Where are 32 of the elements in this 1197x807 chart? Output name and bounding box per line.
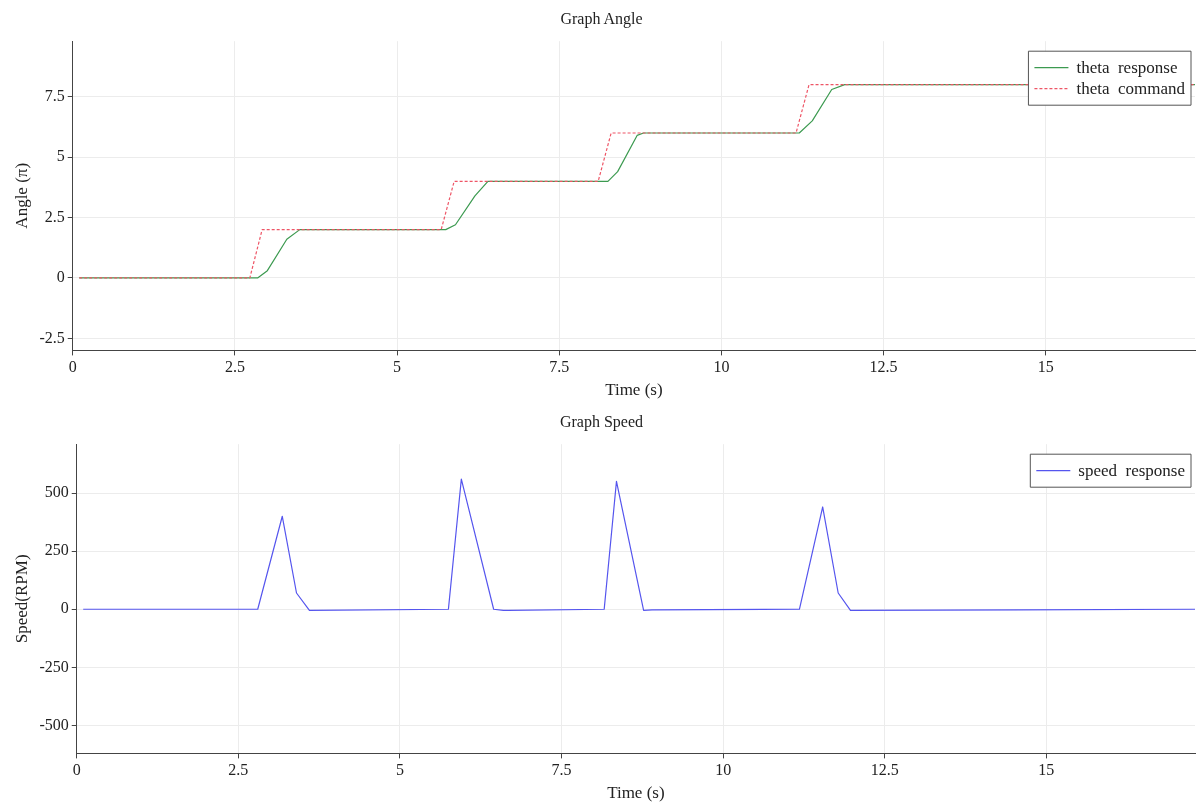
- x-tick-label: 12.5: [869, 358, 898, 376]
- y-tick-label: 500: [44, 483, 69, 501]
- y-tick-label: -2.5: [39, 328, 65, 346]
- x-tick-label: 10: [713, 358, 730, 376]
- chart-title: Graph Speed: [559, 412, 644, 431]
- y-axis-title: Angle (π): [11, 162, 31, 229]
- x-tick-label: 2.5: [224, 358, 245, 376]
- x-tick-label: 5: [393, 358, 402, 376]
- y-tick-label: 5: [56, 147, 65, 165]
- legend-label: theta response: [1076, 58, 1178, 78]
- legend-label: theta command: [1076, 79, 1186, 99]
- x-axis-title: Time (s): [607, 783, 665, 803]
- x-tick-label: 7.5: [551, 761, 572, 779]
- y-tick-label: -500: [39, 715, 69, 733]
- y-tick-label: 250: [44, 541, 69, 559]
- y-tick-label: 0: [60, 599, 69, 617]
- y-tick-label: 0: [56, 268, 65, 286]
- y-axis-title: Speed(RPM): [11, 554, 31, 644]
- x-tick-label: 5: [395, 761, 404, 779]
- y-tick-label: 7.5: [44, 86, 65, 104]
- x-tick-label: 15: [1038, 761, 1055, 779]
- x-tick-label: 15: [1037, 358, 1054, 376]
- legend-label: speed response: [1078, 461, 1186, 481]
- x-tick-label: 12.5: [870, 761, 899, 779]
- x-tick-label: 2.5: [228, 761, 249, 779]
- x-tick-label: 0: [72, 761, 81, 779]
- x-tick-label: 7.5: [549, 358, 570, 376]
- x-axis-title: Time (s): [605, 380, 663, 400]
- chart-title: Graph Angle: [560, 9, 643, 28]
- x-tick-label: 10: [715, 761, 732, 779]
- y-tick-label: -250: [39, 657, 69, 675]
- y-tick-label: 2.5: [44, 207, 65, 225]
